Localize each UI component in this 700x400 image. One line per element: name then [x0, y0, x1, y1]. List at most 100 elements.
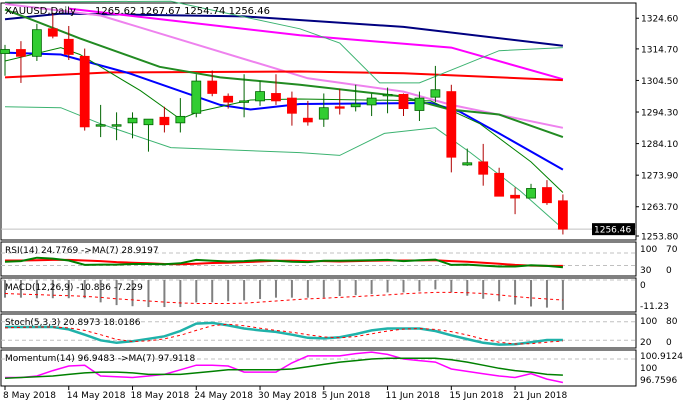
current-price-label: 1256.46 [594, 226, 631, 236]
candle [175, 98, 186, 133]
candle [0, 44, 10, 76]
candle-body [143, 118, 154, 126]
candle [191, 74, 202, 118]
candle-body [31, 29, 42, 57]
x-tick-label: 5 Jun 2018 [322, 391, 371, 400]
candle-body [462, 162, 473, 166]
candle [287, 91, 297, 126]
candle-body [0, 49, 10, 54]
y-tick-label: 1304.50 [641, 77, 678, 87]
rsi-series-rsi-14- [4, 256, 563, 269]
stoch-signal-line [4, 323, 563, 345]
x-tick-label: 8 May 2018 [3, 391, 56, 400]
y-tick-label: 100 [640, 364, 657, 374]
candle [239, 74, 250, 118]
candle-body [494, 172, 505, 197]
y-tick-label: 0 [640, 281, 646, 291]
stoch-title: Stoch(5,3,3) 20.8973 18.0186 [5, 318, 141, 328]
candle-body [79, 55, 90, 128]
panel-frame [0, 349, 637, 387]
y-tick-label: 30 [640, 266, 652, 276]
candle-body [446, 91, 457, 158]
candle-body [47, 28, 58, 37]
candle [271, 74, 281, 105]
candle-body [510, 194, 520, 199]
momentum-series-momentum-14- [5, 351, 564, 384]
y-tick-label: 1284.10 [641, 140, 678, 150]
candle-body [287, 97, 297, 114]
candle [334, 88, 345, 115]
y-tick-label: 100 [640, 245, 657, 255]
candle [542, 180, 552, 205]
candle-body [302, 117, 313, 123]
y-tick-label: 80 [666, 317, 678, 327]
candle-body [175, 115, 186, 124]
candle-body [159, 116, 170, 126]
candle [255, 81, 265, 106]
candle-body [350, 103, 361, 108]
y-tick-label: 70 [666, 245, 678, 255]
candle [127, 112, 138, 139]
x-tick-label: 15 Jun 2018 [449, 391, 503, 400]
ma-magenta-line [68, 7, 564, 81]
candle-body [127, 117, 138, 124]
stochastic-panel[interactable]: 100 80 20 0 Stoch(5,3,3) 20.8973 18.0186 [0, 313, 678, 349]
price-panel[interactable]: 1324.60 1314.70 1304.50 1294.30 1284.10 1273.… [0, 0, 679, 243]
candle [143, 118, 154, 152]
y-tick-label: 1324.60 [641, 15, 678, 25]
y-tick-label: 0 [666, 266, 672, 276]
candle-body [526, 188, 536, 199]
candle-body [478, 161, 489, 175]
candle [478, 143, 489, 186]
momentum-title: Momentum(14) 96.9483 ->MA(7) 97.9118 [5, 354, 196, 364]
y-tick-label: 1294.30 [641, 109, 678, 119]
candle [47, 12, 58, 39]
candle [526, 183, 536, 199]
candle-body [223, 95, 234, 103]
candle [366, 93, 377, 117]
candle [558, 194, 568, 235]
ma-red-line [4, 70, 563, 82]
y-tick-label: 100 [640, 317, 657, 327]
y-tick-label: 1314.70 [641, 45, 678, 55]
x-tick-label: 14 May 2018 [67, 391, 126, 400]
candle-body [95, 124, 106, 127]
current-price-box [592, 223, 635, 236]
y-tick-label: 96.7596 [640, 376, 677, 386]
candle-body [558, 200, 568, 230]
candle-body [16, 49, 26, 57]
candle-body [318, 107, 329, 120]
candle [79, 48, 90, 131]
momentum-panel[interactable]: 100 100.9124 96.7596 Momentum(14) 96.9483 -… [0, 349, 683, 387]
x-tick-label: 18 May 2018 [131, 391, 190, 400]
rsi-panel[interactable]: 100 70 30 0 RSI(14) 24.7769 ->MA(7) 28.9197 [0, 241, 678, 277]
chart-symbol-label: XAUUSD,Daily [5, 6, 76, 17]
candle-body [255, 91, 265, 102]
bollinger-middle-line [4, 47, 564, 193]
candle-body [334, 106, 345, 109]
rsi-title: RSI(14) 24.7769 ->MA(7) 28.9197 [5, 246, 159, 256]
candle [159, 106, 170, 133]
momentum-series-ma-7- [4, 357, 563, 380]
stoch-main-line [5, 321, 563, 346]
y-tick-label: 1273.90 [641, 172, 678, 182]
y-tick-label: 1253.80 [641, 233, 678, 243]
x-tick-label: 11 Jun 2018 [386, 391, 440, 400]
candle-body [63, 38, 74, 55]
panel-frame [0, 2, 637, 241]
candle [63, 25, 74, 61]
candle-body [239, 100, 250, 103]
candle-body [366, 97, 377, 106]
y-tick-label: 100.9124 [640, 352, 683, 362]
y-tick-label: 1263.70 [641, 203, 678, 213]
x-tick-label: 24 May 2018 [194, 391, 253, 400]
macd-title: MACD(12,26,9) -10.836 -7.229 [5, 283, 143, 293]
candle [318, 93, 329, 127]
candle-body [191, 80, 202, 114]
y-tick-label: 20 [640, 338, 652, 348]
candle [446, 84, 457, 173]
bollinger-upper-line [4, 0, 563, 84]
macd-panel[interactable]: 0 -11.23 MACD(12,26,9) -10.836 -7.229 [0, 277, 669, 313]
candle-body [111, 124, 122, 127]
